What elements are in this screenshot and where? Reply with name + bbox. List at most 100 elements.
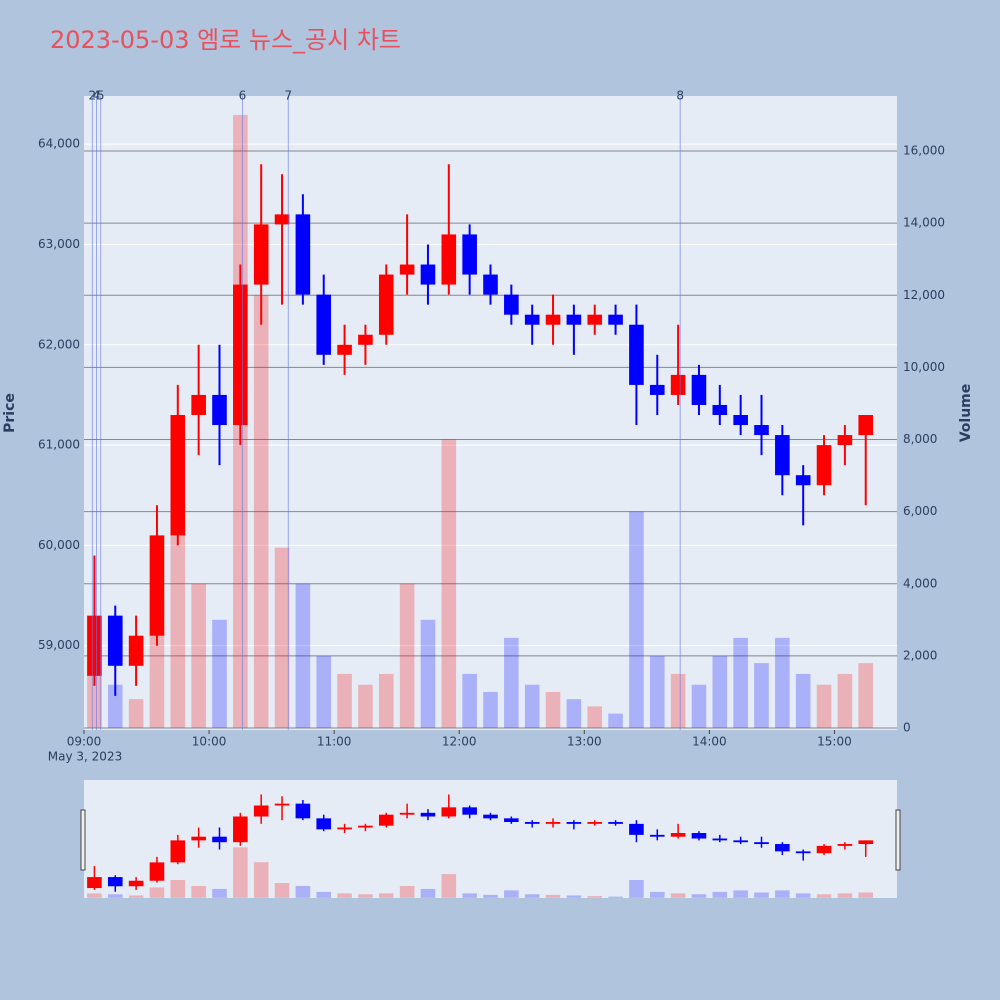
mini-candle-body <box>253 805 269 817</box>
mini-candle-body <box>754 842 769 845</box>
mini-volume-bar <box>107 894 123 898</box>
candle-body <box>649 384 665 395</box>
candle-body <box>420 264 436 285</box>
candle-body <box>441 234 457 285</box>
mini-candle-body <box>420 812 436 817</box>
mini-candle-body <box>399 812 415 815</box>
volume-bar <box>87 673 102 729</box>
y-tick-label: 61,000 <box>38 438 80 452</box>
candle-body <box>858 415 874 436</box>
mini-candle-body <box>170 840 186 863</box>
volume-bar <box>441 439 457 729</box>
mini-volume-bar <box>233 847 248 898</box>
candle-body <box>107 615 123 666</box>
mini-candle-body <box>545 822 561 824</box>
mini-candle-body <box>712 838 728 841</box>
mini-volume-bar <box>337 893 352 898</box>
news-label: 6 <box>239 89 247 103</box>
mini-volume-bar <box>816 894 832 898</box>
candle-body <box>399 264 415 275</box>
mini-volume-bar <box>712 891 728 898</box>
mini-volume-bar <box>87 893 102 898</box>
mini-candle-body <box>316 818 332 830</box>
mini-candle-body <box>274 803 290 806</box>
volume-bar <box>524 684 540 729</box>
mini-volume-bar <box>462 893 477 898</box>
candle-body <box>816 445 832 486</box>
mini-volume-bar <box>587 896 603 898</box>
mini-volume-bar <box>191 885 206 898</box>
news-label: 7 <box>284 89 292 103</box>
mini-volume-bar <box>754 892 769 898</box>
volume-bar <box>358 684 373 729</box>
candle-body <box>316 294 332 355</box>
mini-volume-bar <box>378 893 394 898</box>
candle-body <box>483 274 498 295</box>
news-label: 8 <box>676 89 684 103</box>
mini-candle-body <box>378 814 394 826</box>
x-tick-label: 13:00 <box>567 735 602 749</box>
volume-bar <box>316 655 332 729</box>
candle-body <box>87 615 102 676</box>
mini-volume-bar <box>212 888 227 898</box>
volume-bar <box>629 511 644 729</box>
mini-candle-body <box>212 836 227 843</box>
volume-bar <box>608 713 623 729</box>
mini-candle-body <box>566 822 582 824</box>
mini-candle-body <box>337 827 352 830</box>
volume-bar <box>733 637 748 729</box>
mini-candle-body <box>649 834 665 837</box>
mini-volume-bar <box>274 882 290 898</box>
mini-volume-bar <box>524 894 540 898</box>
volume-bar <box>837 673 853 729</box>
volume-bar <box>691 684 707 729</box>
mini-candle-body <box>858 840 874 845</box>
volume-bar <box>462 673 477 729</box>
mini-candle-body <box>295 803 311 819</box>
y-tick-label: 64,000 <box>38 137 80 151</box>
candle-body <box>587 314 603 325</box>
mini-candle-body <box>816 845 832 854</box>
mini-candle-body <box>441 807 457 817</box>
volume-bar <box>775 637 790 729</box>
y2-tick-label: 16,000 <box>903 143 945 157</box>
mini-volume-bar <box>441 874 457 898</box>
candle-body <box>837 435 853 446</box>
candle-body <box>462 234 477 275</box>
volume-bar <box>399 583 415 729</box>
candle-body <box>191 394 206 416</box>
mini-volume-bar <box>691 894 707 898</box>
mini-candle-body <box>504 818 519 823</box>
mini-volume-bar <box>483 894 498 898</box>
candle-body <box>754 425 769 436</box>
mini-volume-bar <box>649 891 665 898</box>
y2-tick-label: 12,000 <box>903 288 945 302</box>
range-handle[interactable] <box>80 809 86 871</box>
mini-volume-bar <box>629 880 644 898</box>
volume-bar <box>795 673 811 729</box>
mini-volume-bar <box>504 890 519 898</box>
candle-body <box>212 394 227 426</box>
x-tick-label: 10:00 <box>192 735 227 749</box>
y2-tick-label: 4,000 <box>903 576 937 590</box>
mini-volume-bar <box>128 895 144 898</box>
volume-bar <box>712 655 728 729</box>
volume-bar <box>566 699 582 729</box>
mini-volume-bar <box>170 880 186 898</box>
x-tick-label: 14:00 <box>692 735 727 749</box>
candle-body <box>337 344 352 355</box>
mini-candle-body <box>524 822 540 824</box>
volume-bar <box>295 583 311 729</box>
mini-candle-body <box>733 840 748 843</box>
volume-bar <box>378 673 394 729</box>
x-tick-label: 09:00 <box>67 735 102 749</box>
volume-bar <box>670 673 686 729</box>
candle-body <box>378 274 394 335</box>
y2-tick-label: 10,000 <box>903 360 945 374</box>
candle-body <box>295 214 311 295</box>
candle-body <box>566 314 582 325</box>
volume-bar <box>253 295 269 729</box>
range-handle[interactable] <box>895 809 901 871</box>
mini-volume-bar <box>795 893 811 898</box>
volume-bar <box>649 655 665 729</box>
